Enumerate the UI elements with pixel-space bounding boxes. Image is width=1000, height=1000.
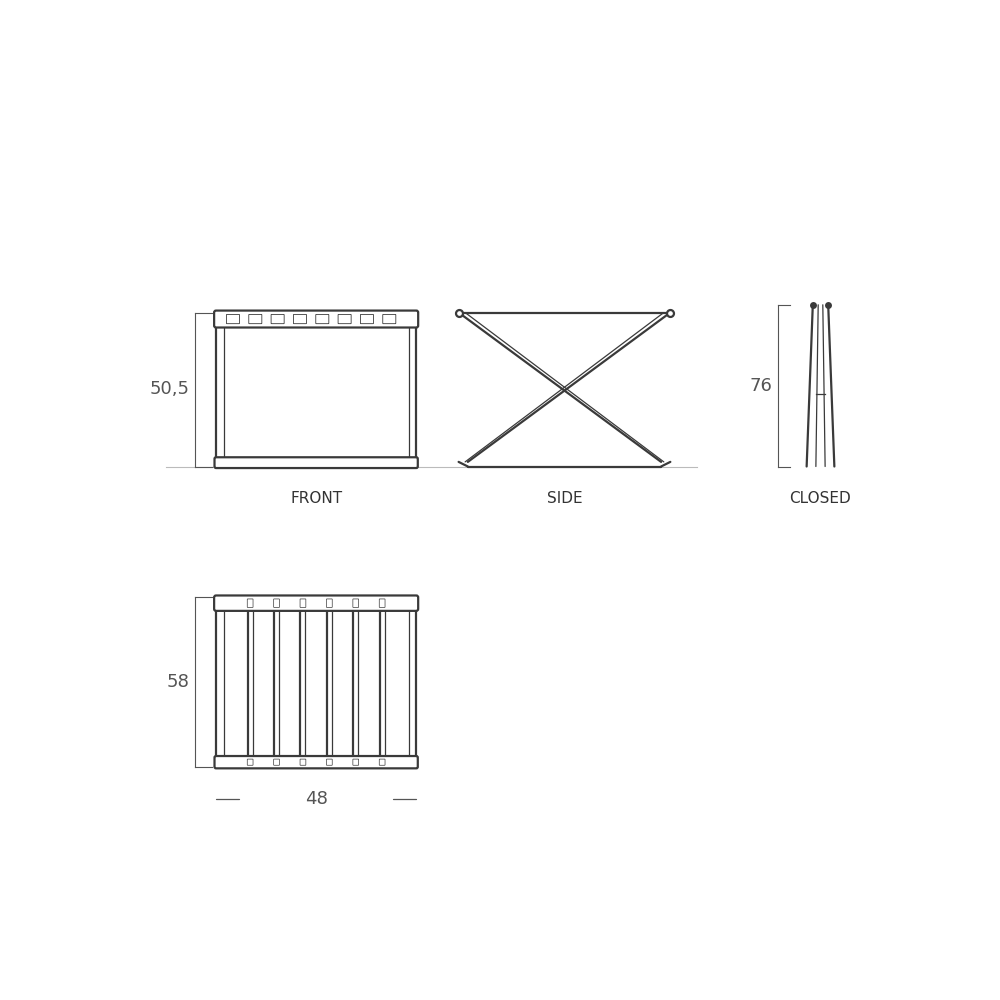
FancyBboxPatch shape	[274, 599, 279, 607]
Text: SIDE: SIDE	[547, 491, 582, 506]
FancyBboxPatch shape	[247, 759, 253, 765]
FancyBboxPatch shape	[383, 314, 396, 324]
Text: 76: 76	[749, 377, 772, 395]
Text: 58: 58	[166, 673, 189, 691]
FancyBboxPatch shape	[379, 599, 385, 607]
FancyBboxPatch shape	[215, 756, 418, 768]
FancyBboxPatch shape	[226, 314, 239, 324]
FancyBboxPatch shape	[247, 599, 253, 607]
FancyBboxPatch shape	[326, 599, 332, 607]
FancyBboxPatch shape	[215, 457, 418, 468]
Text: FRONT: FRONT	[290, 491, 342, 506]
FancyBboxPatch shape	[293, 314, 306, 324]
FancyBboxPatch shape	[214, 595, 418, 611]
Text: 50,5: 50,5	[149, 380, 189, 398]
FancyBboxPatch shape	[249, 314, 262, 324]
FancyBboxPatch shape	[353, 759, 359, 765]
FancyBboxPatch shape	[300, 759, 306, 765]
FancyBboxPatch shape	[353, 599, 359, 607]
FancyBboxPatch shape	[214, 311, 418, 328]
FancyBboxPatch shape	[316, 314, 329, 324]
Text: 48: 48	[305, 790, 328, 808]
Text: CLOSED: CLOSED	[790, 491, 851, 506]
FancyBboxPatch shape	[360, 314, 373, 324]
FancyBboxPatch shape	[338, 314, 351, 324]
FancyBboxPatch shape	[274, 759, 279, 765]
FancyBboxPatch shape	[300, 599, 306, 607]
FancyBboxPatch shape	[271, 314, 284, 324]
FancyBboxPatch shape	[326, 759, 332, 765]
FancyBboxPatch shape	[379, 759, 385, 765]
